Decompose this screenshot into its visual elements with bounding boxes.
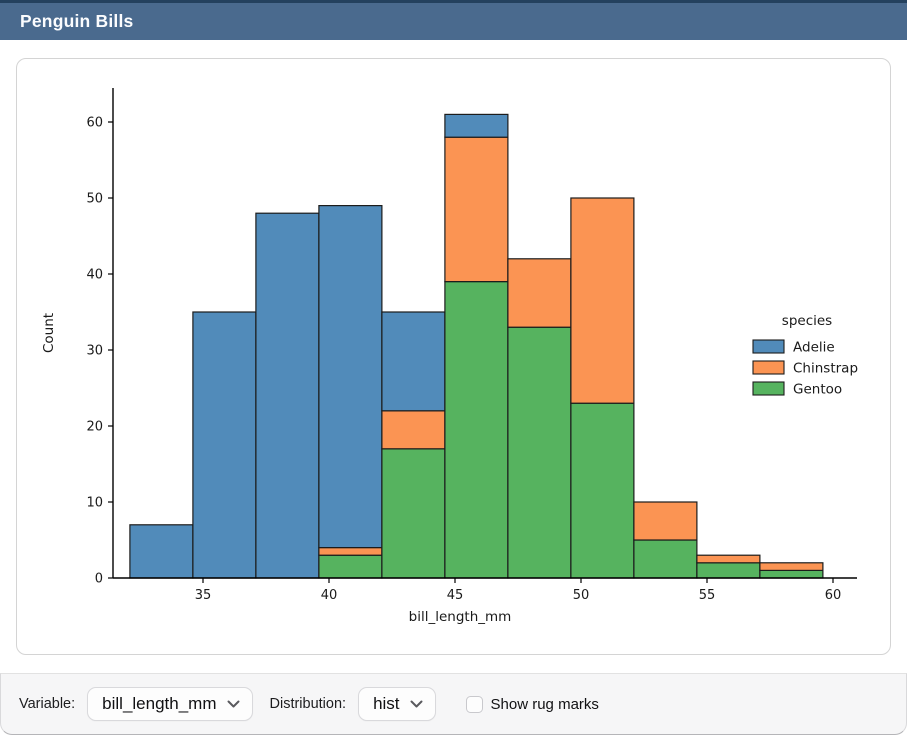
x-tick-label: 35 [195,588,212,603]
bar-segment-chinstrap [570,197,635,404]
chart-card: 35 40 45 50 55 60 0 10 20 30 40 50 60 bill_length_mm C… [16,58,891,655]
bar-segment-adelie [318,205,383,549]
legend-title: species [782,313,832,329]
x-tick-label: 55 [699,588,716,603]
x-tick-label: 50 [573,588,590,603]
bar-segment-gentoo [507,326,572,579]
bar-segment-gentoo [759,569,824,579]
bar-segment-gentoo [633,539,698,579]
chevron-down-icon [410,700,423,708]
x-tick-label: 60 [825,588,842,603]
show-rug-checkbox[interactable] [465,695,483,713]
footer-toolbar: Variable: bill_length_mm Distribution: h… [0,673,907,735]
bar-segment-chinstrap [759,562,824,571]
y-tick-label: 10 [86,496,103,511]
bar-segment-gentoo [381,448,446,579]
distribution-label: Distribution: [269,696,347,712]
legend-swatch-adelie [752,339,785,354]
chevron-down-icon [227,700,239,708]
bar-segment-chinstrap [381,410,446,450]
bar-segment-adelie [381,311,446,412]
histogram-chart: 35 40 45 50 55 60 0 10 20 30 40 50 60 bill_length_mm C… [41,88,858,625]
y-tick-label: 50 [86,192,103,207]
distribution-dropdown[interactable]: hist [358,687,436,721]
bar-segment-chinstrap [633,501,698,541]
y-tick-label: 30 [86,344,103,359]
bar-segment-adelie [444,113,509,138]
legend-label: Chinstrap [793,361,858,377]
y-tick-label: 0 [95,572,103,587]
variable-dropdown[interactable]: bill_length_mm [87,687,253,721]
variable-dropdown-value: bill_length_mm [102,694,217,713]
legend-label: Gentoo [793,382,842,398]
legend-swatch-chinstrap [752,360,785,375]
bar-segment-gentoo [696,562,761,579]
bar-segment-adelie [255,212,320,579]
bar-segment-chinstrap [696,554,761,564]
title-bar: Penguin Bills [0,0,907,40]
bar-segment-chinstrap [444,136,509,283]
y-tick-label: 40 [86,268,103,283]
bar-segment-gentoo [444,281,509,579]
show-rug-label[interactable]: Show rug marks [490,695,599,713]
x-tick-label: 45 [447,588,464,603]
window-title: Penguin Bills [20,11,134,31]
legend-label: Adelie [793,340,835,356]
bar-segment-chinstrap [507,258,572,328]
y-axis-label: Count [41,313,57,353]
bar-segment-chinstrap [318,547,383,556]
distribution-dropdown-value: hist [373,694,400,713]
x-tick-label: 40 [321,588,338,603]
y-tick-label: 20 [86,420,103,435]
bar-segment-gentoo [570,402,635,579]
bar-segment-adelie [192,311,257,579]
bar-segment-gentoo [318,554,383,579]
variable-label: Variable: [19,696,76,712]
legend-swatch-gentoo [752,381,785,396]
y-tick-label: 60 [86,116,103,131]
bar-segment-adelie [129,524,194,579]
x-axis-label: bill_length_mm [409,609,512,625]
